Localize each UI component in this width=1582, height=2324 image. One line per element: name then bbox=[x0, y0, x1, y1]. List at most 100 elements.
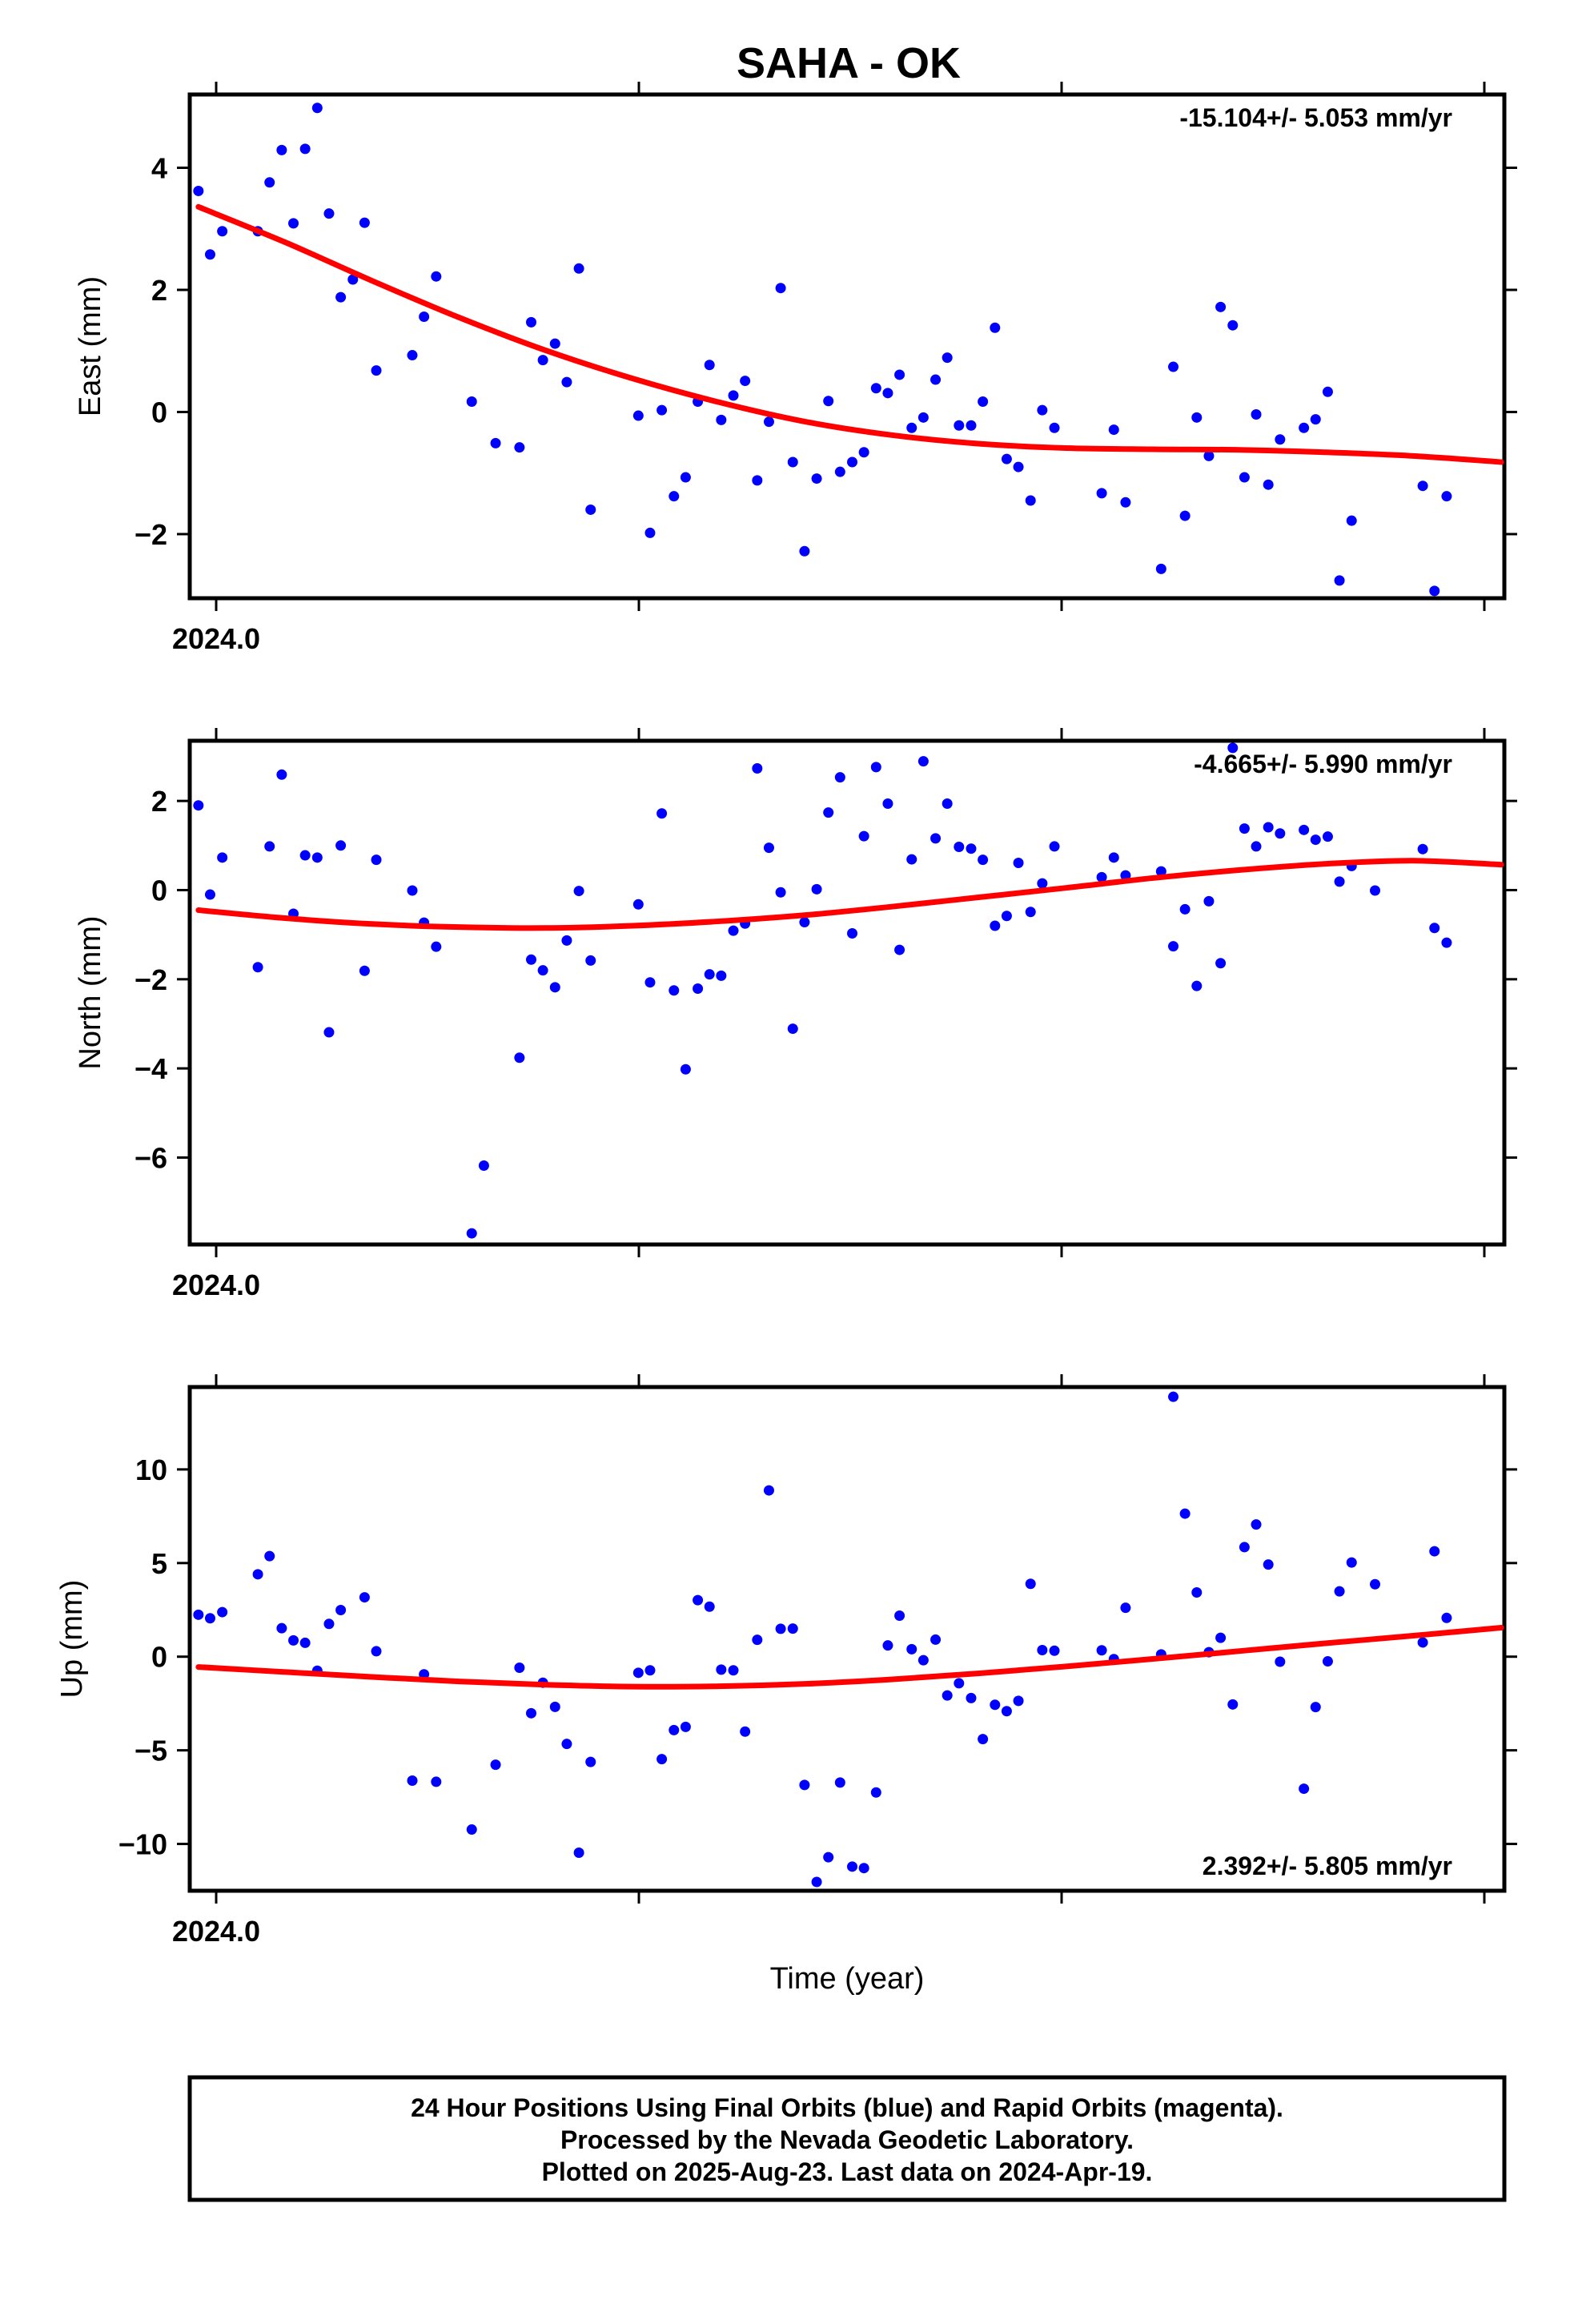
up-data-point bbox=[740, 1726, 751, 1737]
east-data-point bbox=[1096, 488, 1107, 499]
east-data-point bbox=[335, 292, 347, 303]
up-data-point bbox=[217, 1606, 228, 1618]
north-data-point bbox=[1310, 834, 1321, 846]
north-data-point bbox=[1334, 876, 1345, 887]
east-data-point bbox=[288, 218, 299, 229]
up-data-point bbox=[917, 1655, 929, 1666]
east-rate-label: -15.104+/- 5.053 mm/yr bbox=[1179, 103, 1452, 132]
north-data-point bbox=[299, 850, 311, 861]
east-data-point bbox=[1191, 412, 1203, 423]
east-data-point bbox=[1203, 450, 1215, 461]
up-data-point bbox=[799, 1779, 810, 1791]
up-data-point bbox=[359, 1592, 370, 1603]
up-data-point bbox=[1215, 1632, 1227, 1643]
up-data-point bbox=[1239, 1542, 1250, 1553]
north-data-point bbox=[1049, 841, 1060, 852]
north-data-point bbox=[1001, 911, 1012, 922]
north-data-point bbox=[561, 935, 572, 946]
east-data-point bbox=[775, 283, 786, 294]
north-data-point bbox=[1275, 828, 1286, 839]
east-data-point bbox=[978, 396, 989, 407]
north-data-point bbox=[1037, 878, 1048, 889]
east-data-point bbox=[359, 217, 370, 228]
east-data-point bbox=[549, 338, 560, 349]
up-y-tick-label: 10 bbox=[135, 1454, 167, 1486]
up-data-point bbox=[407, 1775, 418, 1787]
north-plot-frame bbox=[187, 738, 1507, 1247]
north-data-point bbox=[466, 1228, 477, 1239]
east-data-point bbox=[870, 383, 881, 394]
east-data-point bbox=[573, 263, 584, 274]
footer-line-3: Plotted on 2025-Aug-23. Last data on 202… bbox=[542, 2157, 1153, 2186]
up-y-axis-label: Up (mm) bbox=[55, 1580, 89, 1699]
north-data-point bbox=[204, 889, 215, 900]
up-data-point bbox=[1025, 1578, 1036, 1590]
up-data-point bbox=[490, 1759, 501, 1771]
east-data-point bbox=[431, 271, 442, 282]
up-data-point bbox=[466, 1824, 477, 1835]
up-data-point bbox=[656, 1754, 668, 1765]
north-data-point bbox=[1263, 822, 1274, 833]
north-data-point bbox=[882, 798, 893, 809]
east-data-point bbox=[990, 322, 1001, 333]
east-data-point bbox=[811, 473, 822, 485]
east-data-point bbox=[716, 414, 727, 425]
up-data-point bbox=[276, 1622, 287, 1634]
north-data-point bbox=[1322, 831, 1333, 842]
east-data-point bbox=[1417, 480, 1428, 492]
east-y-tick-label: 0 bbox=[151, 396, 167, 428]
north-data-point bbox=[252, 962, 263, 973]
up-data-point bbox=[335, 1604, 347, 1615]
north-data-point bbox=[371, 854, 382, 866]
east-data-point bbox=[894, 369, 905, 380]
east-data-point bbox=[1108, 424, 1119, 436]
north-data-point bbox=[1239, 823, 1250, 834]
up-data-point bbox=[299, 1637, 311, 1648]
up-data-point bbox=[549, 1701, 560, 1712]
up-data-point bbox=[1191, 1587, 1203, 1598]
north-data-point bbox=[1013, 858, 1024, 869]
north-data-point bbox=[323, 1027, 335, 1038]
north-data-point bbox=[1251, 841, 1262, 852]
up-data-point bbox=[870, 1787, 881, 1798]
east-data-point bbox=[882, 388, 893, 399]
north-data-point bbox=[1096, 871, 1107, 883]
east-data-point bbox=[1168, 361, 1179, 372]
north-data-point bbox=[1429, 923, 1440, 934]
east-data-point bbox=[276, 144, 287, 155]
north-data-point bbox=[954, 841, 965, 852]
north-y-tick-label: 2 bbox=[151, 785, 167, 818]
east-data-point bbox=[1322, 386, 1333, 397]
east-data-point bbox=[680, 472, 691, 483]
north-data-point bbox=[632, 899, 644, 910]
east-data-point bbox=[1263, 479, 1274, 490]
north-data-point bbox=[752, 763, 763, 774]
east-data-point bbox=[1251, 409, 1262, 420]
up-y-tick-label: 0 bbox=[151, 1641, 167, 1674]
east-data-point bbox=[490, 437, 501, 448]
east-data-point bbox=[1429, 585, 1440, 597]
up-data-point bbox=[585, 1756, 596, 1767]
east-data-point bbox=[966, 420, 977, 431]
up-data-point bbox=[561, 1739, 572, 1750]
up-data-point bbox=[763, 1485, 774, 1496]
north-data-point bbox=[669, 985, 680, 996]
up-data-point bbox=[1441, 1612, 1452, 1623]
up-data-point bbox=[1275, 1656, 1286, 1667]
up-data-point bbox=[811, 1876, 822, 1888]
north-data-point bbox=[573, 886, 584, 897]
up-data-point bbox=[1227, 1699, 1239, 1710]
north-x-tick-label: 2024.0 bbox=[172, 1269, 260, 1301]
up-data-point bbox=[1346, 1557, 1357, 1568]
east-data-point bbox=[1155, 563, 1166, 574]
east-data-point bbox=[1215, 301, 1227, 312]
east-y-axis-label: East (mm) bbox=[74, 276, 107, 416]
north-data-point bbox=[942, 798, 953, 809]
north-y-tick-label: −6 bbox=[135, 1141, 167, 1174]
north-data-point bbox=[1179, 903, 1191, 915]
north-data-point bbox=[1155, 866, 1166, 877]
up-data-point bbox=[669, 1724, 680, 1735]
north-data-point bbox=[537, 965, 548, 976]
north-data-point bbox=[1025, 907, 1036, 918]
